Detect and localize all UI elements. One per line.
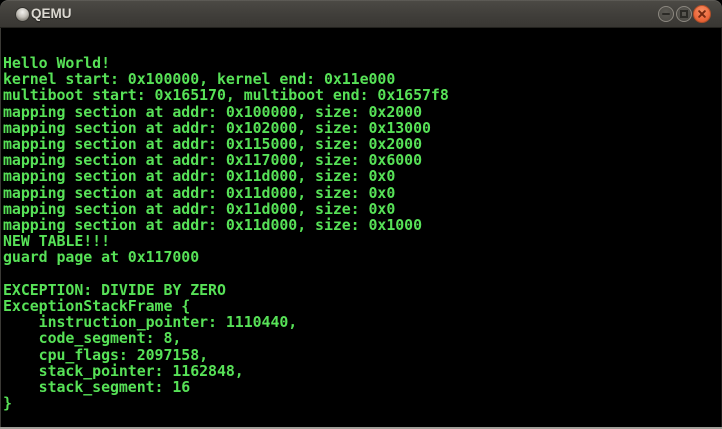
maximize-icon bbox=[680, 10, 688, 18]
close-button[interactable] bbox=[693, 5, 711, 23]
window-controls bbox=[642, 0, 722, 28]
maximize-button[interactable] bbox=[676, 6, 692, 22]
vga-display: Hello World! kernel start: 0x100000, ker… bbox=[0, 28, 722, 427]
minimize-button[interactable] bbox=[658, 6, 674, 22]
titlebar[interactable]: QEMU bbox=[0, 0, 722, 28]
qemu-app-icon bbox=[15, 7, 30, 22]
minimize-icon bbox=[662, 13, 670, 15]
window-title: QEMU bbox=[31, 6, 72, 21]
terminal-text: Hello World! kernel start: 0x100000, ker… bbox=[3, 54, 449, 413]
window-bottom-edge bbox=[0, 427, 722, 429]
